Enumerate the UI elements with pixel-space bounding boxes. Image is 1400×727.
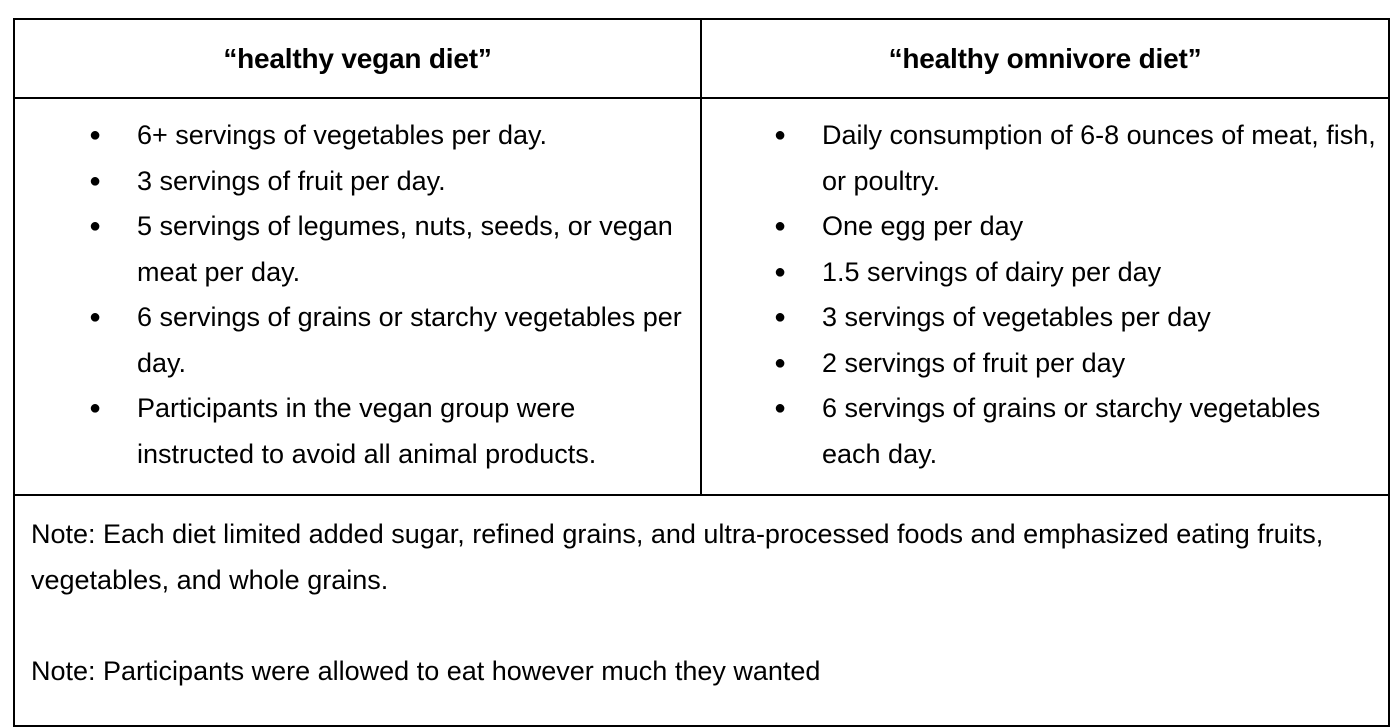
bullet-icon: ● xyxy=(88,397,102,419)
bullet-icon: ● xyxy=(773,260,787,283)
list-item-text: 6 servings of grains or starchy vegetabl… xyxy=(137,302,682,378)
list-item-text: 5 servings of legumes, nuts, seeds, or v… xyxy=(137,211,673,287)
bullet-icon: ● xyxy=(88,306,102,328)
list-item: ● One egg per day xyxy=(770,204,1378,250)
list-item-text: 6+ servings of vegetables per day. xyxy=(137,120,547,150)
list-item-text: One egg per day xyxy=(822,211,1024,241)
list-item-text: Daily consumption of 6-8 ounces of meat,… xyxy=(822,120,1376,196)
bullet-icon: ● xyxy=(773,397,787,419)
vegan-diet-header: “healthy vegan diet” xyxy=(13,18,702,99)
diet-comparison-table: “healthy vegan diet” “healthy omnivore d… xyxy=(13,18,1390,727)
list-item: ● 1.5 servings of dairy per day xyxy=(770,250,1378,296)
bullet-icon: ● xyxy=(773,351,787,374)
bullet-icon: ● xyxy=(773,215,787,237)
note-diet-limits: Note: Each diet limited added sugar, ref… xyxy=(31,519,1324,595)
bullet-icon: ● xyxy=(88,215,102,237)
list-item: ● 3 servings of vegetables per day xyxy=(770,295,1378,341)
list-item: ● 5 servings of legumes, nuts, seeds, or … xyxy=(85,204,682,295)
bullet-icon: ● xyxy=(88,124,102,146)
diet-lists-row: ● 6+ servings of vegetables per day. ● 3 s… xyxy=(13,97,1390,496)
list-item: ● 6+ servings of vegetables per day. xyxy=(85,113,682,159)
bullet-icon: ● xyxy=(773,124,787,146)
notes-row: Note: Each diet limited added sugar, ref… xyxy=(13,494,1390,727)
list-item-text: 1.5 servings of dairy per day xyxy=(822,256,1162,287)
list-item: ● 2 servings of fruit per day xyxy=(770,341,1378,387)
list-item: ● 6 servings of grains or starchy vegetab… xyxy=(85,295,682,386)
list-item: ● Daily consumption of 6-8 ounces of meat… xyxy=(770,113,1378,204)
omnivore-diet-list: ● Daily consumption of 6-8 ounces of meat… xyxy=(702,99,1388,477)
list-item-text: 3 servings of fruit per day. xyxy=(137,165,446,196)
list-item: ● 6 servings of grains or starchy vegetab… xyxy=(770,386,1378,477)
bullet-icon: ● xyxy=(773,306,787,328)
note-quantity: Note: Participants were allowed to eat h… xyxy=(31,655,821,686)
list-item-text: 2 servings of fruit per day xyxy=(822,347,1126,378)
vegan-diet-cell: ● 6+ servings of vegetables per day. ● 3 s… xyxy=(13,97,702,496)
list-item-text: 3 servings of vegetables per day xyxy=(822,302,1211,332)
vegan-diet-list: ● 6+ servings of vegetables per day. ● 3 s… xyxy=(15,99,700,477)
list-item-text: 6 servings of grains or starchy vegetabl… xyxy=(822,393,1321,469)
list-item: ● 3 servings of fruit per day. xyxy=(85,159,682,205)
omnivore-diet-cell: ● Daily consumption of 6-8 ounces of meat… xyxy=(700,97,1390,496)
list-item-text: Participants in the vegan group were ins… xyxy=(137,393,597,469)
list-item: ● Participants in the vegan group were in… xyxy=(85,386,682,477)
notes-cell: Note: Each diet limited added sugar, ref… xyxy=(13,494,1390,727)
omnivore-diet-header: “healthy omnivore diet” xyxy=(700,18,1390,99)
header-row: “healthy vegan diet” “healthy omnivore d… xyxy=(13,18,1390,99)
bullet-icon: ● xyxy=(88,169,102,192)
